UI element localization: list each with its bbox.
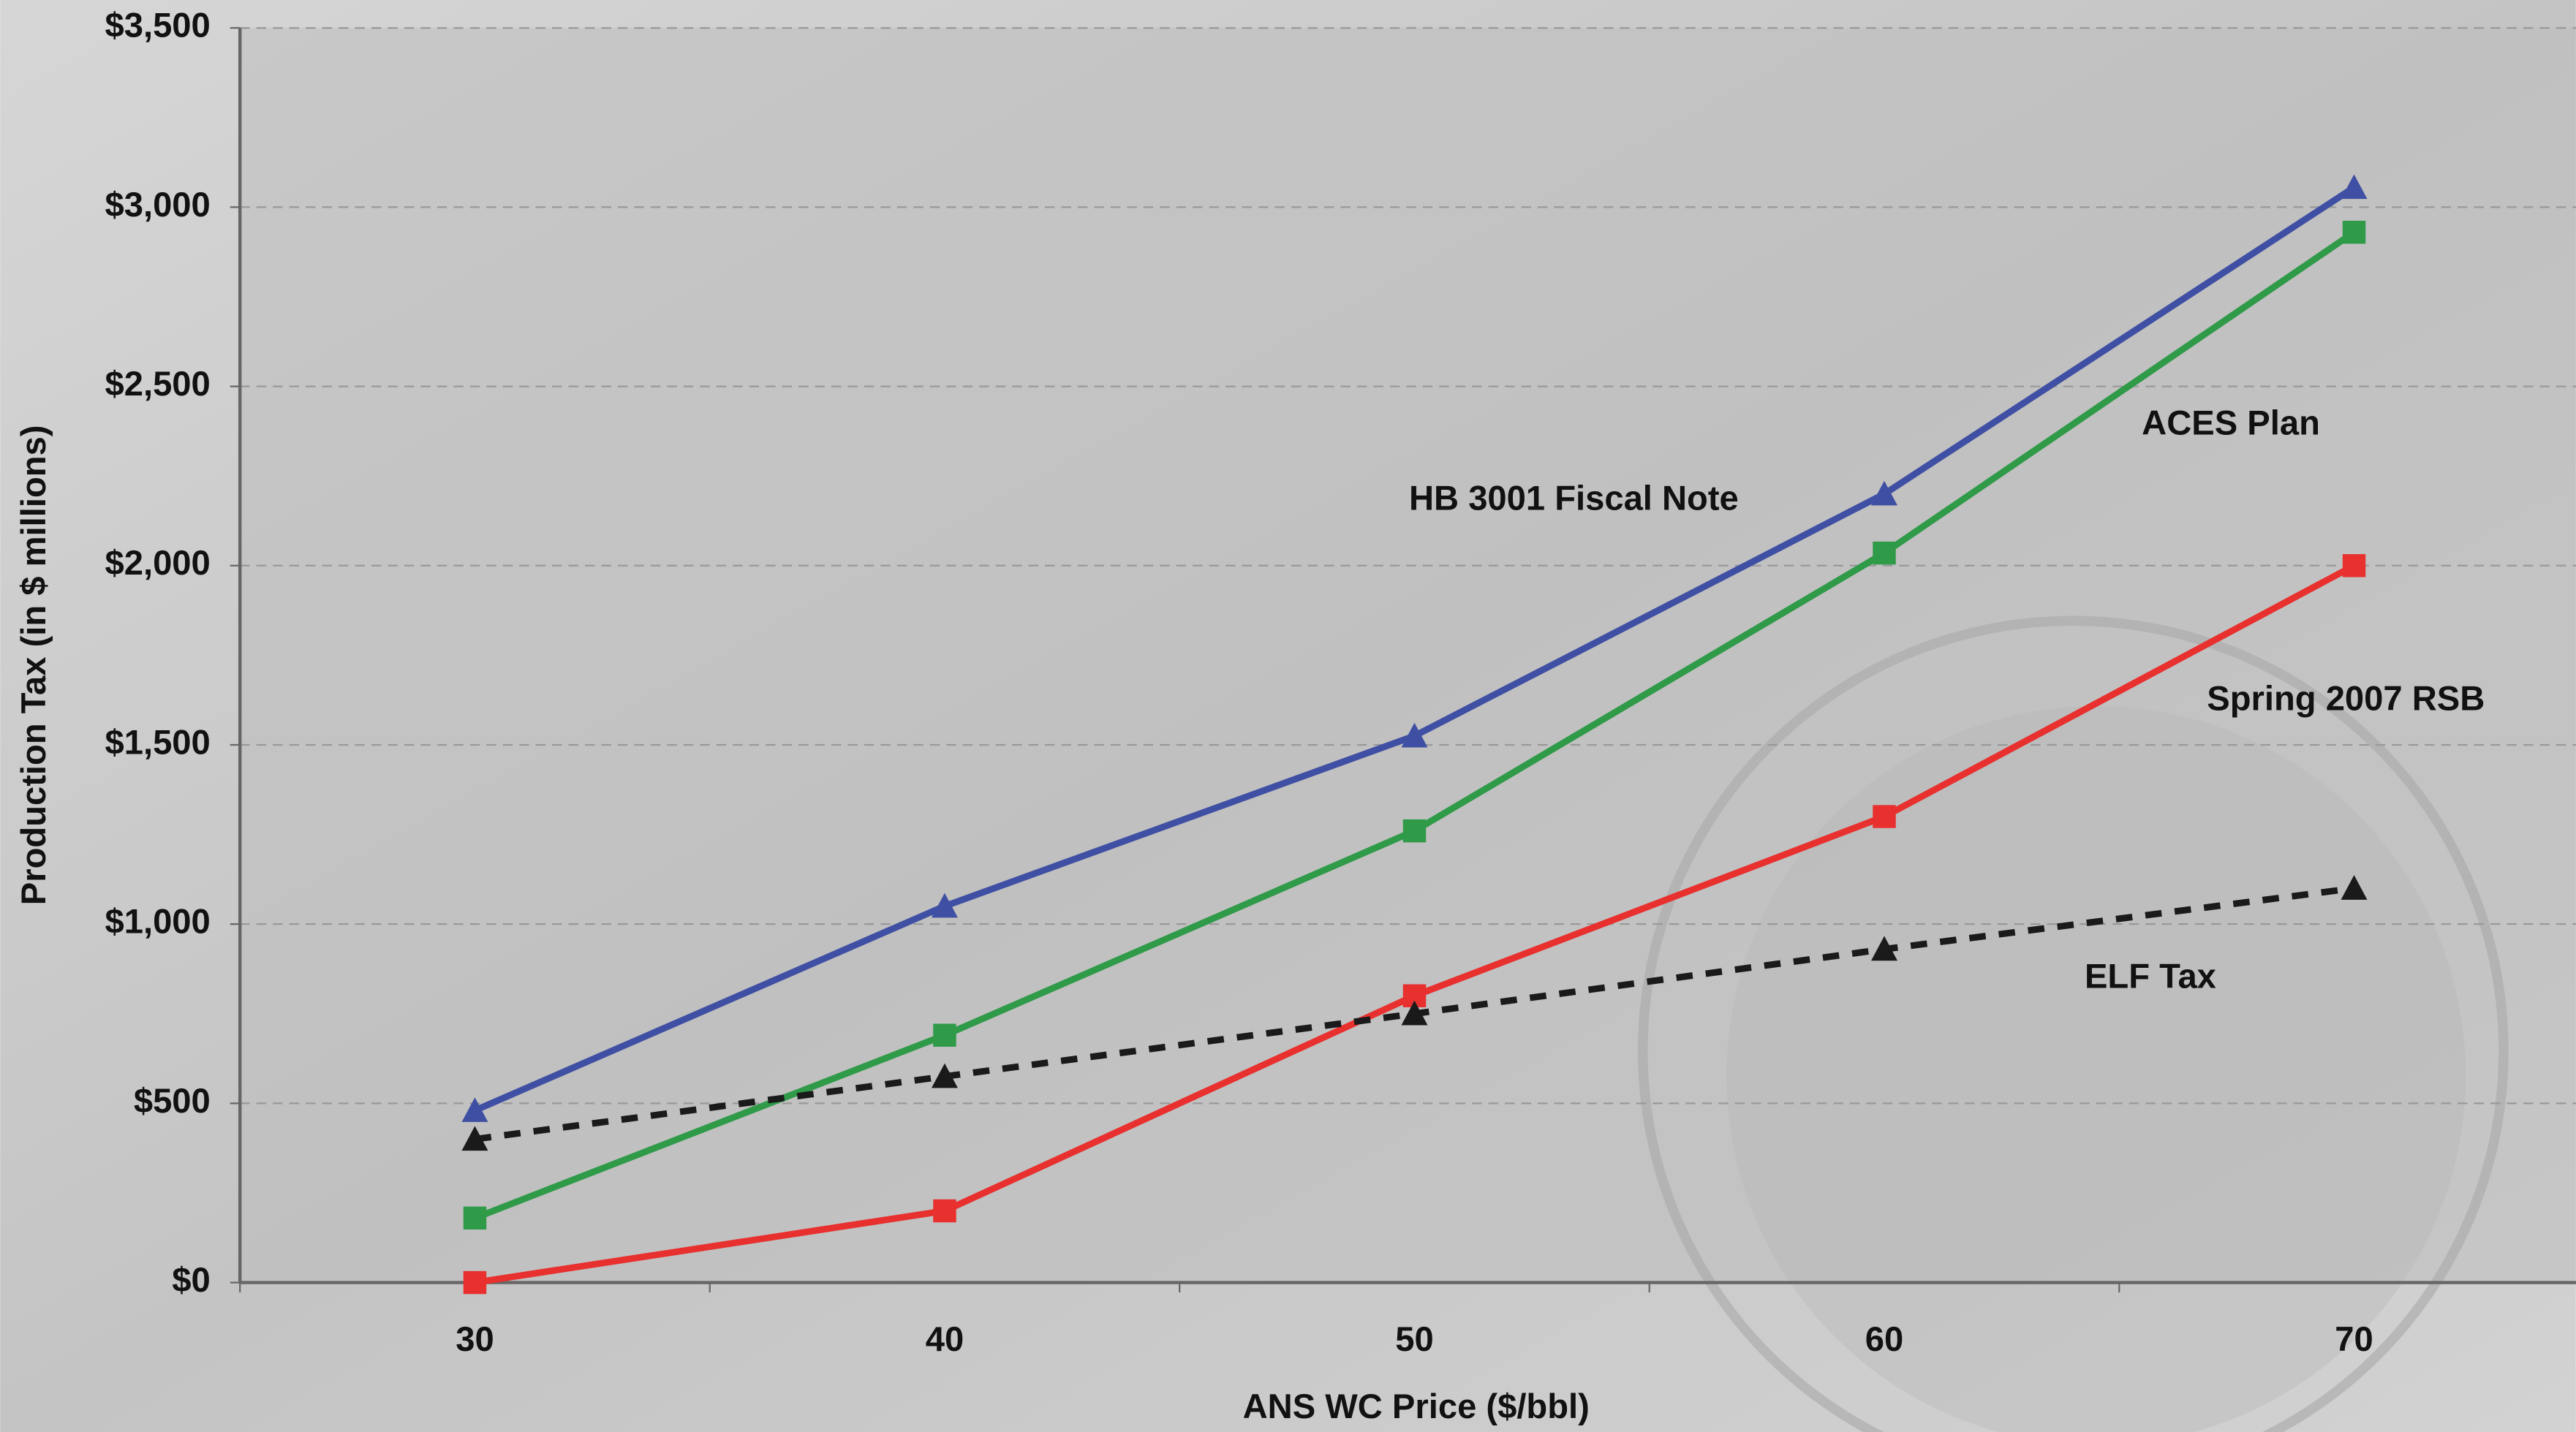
marker xyxy=(2342,554,2366,577)
seal-decoration xyxy=(1726,706,2466,1432)
y-axis-label: Production Tax (in $ millions) xyxy=(14,425,53,905)
y-tick-label: $3,000 xyxy=(105,185,211,224)
marker xyxy=(1873,541,1896,565)
marker xyxy=(1401,722,1428,748)
marker xyxy=(461,1097,488,1122)
marker xyxy=(931,1063,958,1088)
marker xyxy=(2341,875,2368,900)
y-tick-label: $3,500 xyxy=(105,6,211,45)
marker xyxy=(1873,805,1896,828)
series-label: ELF Tax xyxy=(2085,956,2216,995)
y-tick-label: $500 xyxy=(134,1081,211,1120)
marker xyxy=(1401,1000,1428,1026)
x-tick-label: 40 xyxy=(926,1319,964,1358)
x-axis-label: ANS WC Price ($/bbl) xyxy=(1243,1387,1590,1425)
marker xyxy=(1871,480,1897,506)
y-tick-label: $0 xyxy=(172,1260,210,1299)
series-label: ACES Plan xyxy=(2142,403,2320,442)
x-tick-label: 30 xyxy=(456,1319,494,1358)
y-tick-label: $1,000 xyxy=(105,902,211,941)
marker xyxy=(1402,819,1427,843)
y-tick-label: $1,500 xyxy=(105,722,211,761)
y-tick-label: $2,500 xyxy=(105,364,211,403)
x-tick-label: 70 xyxy=(2335,1319,2373,1358)
marker xyxy=(931,893,958,918)
marker xyxy=(1871,936,1897,961)
series-label: Spring 2007 RSB xyxy=(2207,679,2485,718)
marker xyxy=(933,1023,956,1047)
marker xyxy=(463,1206,487,1230)
marker xyxy=(933,1199,956,1223)
marker xyxy=(2341,174,2368,200)
marker xyxy=(463,1270,487,1295)
seal-decoration xyxy=(1638,615,2509,1432)
x-tick-label: 50 xyxy=(1395,1319,1433,1358)
y-tick-label: $2,000 xyxy=(105,543,211,582)
series-label: HB 3001 Fiscal Note xyxy=(1409,479,1739,518)
marker xyxy=(2342,220,2366,244)
marker xyxy=(461,1126,488,1151)
x-tick-label: 60 xyxy=(1865,1319,1903,1358)
